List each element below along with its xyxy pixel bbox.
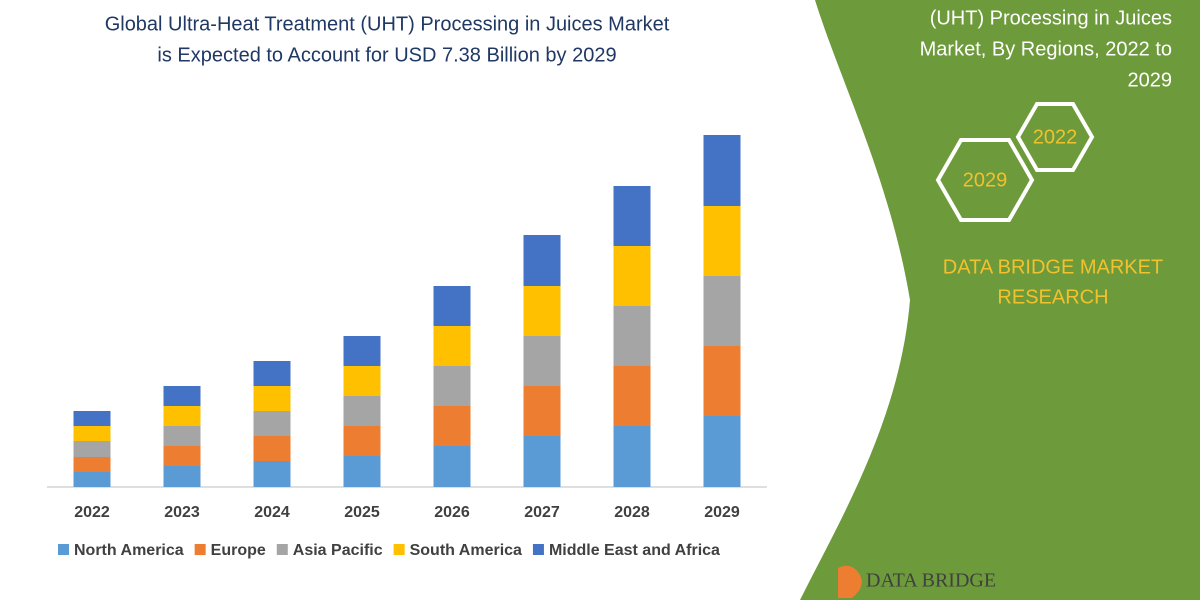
bar-segment	[703, 276, 741, 346]
bar-segment	[703, 346, 741, 416]
legend-label: Middle East and Africa	[549, 542, 720, 559]
bar-segment	[343, 456, 381, 487]
legend-label: Europe	[211, 542, 266, 559]
x-tick-label: 2026	[434, 504, 470, 521]
legend-label: Asia Pacific	[293, 542, 383, 559]
bar-segment	[703, 416, 741, 487]
bar-segment	[163, 406, 201, 426]
legend-swatch	[194, 544, 206, 555]
legend-swatch	[276, 544, 288, 555]
bar-segment	[343, 426, 381, 456]
bar-segment	[253, 461, 291, 487]
bar-segment	[613, 246, 651, 306]
legend-swatch	[393, 544, 405, 555]
bar-segment	[163, 426, 201, 446]
chart-title: is Expected to Account for USD 7.38 Bill…	[157, 44, 616, 66]
bar-segment	[433, 366, 471, 406]
panel-heading: Market, By Regions, 2022 to	[920, 38, 1172, 60]
bar-segment	[343, 366, 381, 396]
bar-segment	[523, 286, 561, 336]
hexagon-label: 2022	[1033, 126, 1078, 148]
bar-segment	[613, 366, 651, 426]
bar-segment	[253, 386, 291, 411]
bar-segment	[163, 386, 201, 406]
side-panel	[800, 0, 1200, 600]
bar-segment	[73, 472, 111, 487]
hexagon	[1015, 102, 1095, 172]
x-tick-label: 2028	[614, 504, 650, 521]
bar-segment	[163, 446, 201, 466]
bar-segment	[523, 386, 561, 436]
x-tick-label: 2024	[254, 504, 290, 521]
x-tick-label: 2022	[74, 504, 110, 521]
bar-segment	[433, 286, 471, 326]
bar-segment	[73, 457, 111, 472]
logo-icon	[838, 565, 862, 598]
bar-segment	[433, 406, 471, 446]
legend-label: South America	[410, 542, 522, 559]
bar-segment	[253, 436, 291, 461]
bar-segment	[703, 206, 741, 276]
bar-segment	[73, 426, 111, 441]
bar-segment	[343, 396, 381, 426]
x-tick-label: 2029	[704, 504, 740, 521]
hexagon-label: 2029	[963, 169, 1008, 191]
legend-label: North America	[74, 542, 184, 559]
bar-segment	[523, 436, 561, 487]
legend-swatch	[58, 544, 69, 555]
bar-segment	[613, 306, 651, 366]
bar-segment	[253, 411, 291, 436]
bar-segment	[613, 426, 651, 487]
hexagon	[935, 138, 1035, 222]
panel-heading: 2029	[1128, 69, 1173, 91]
bar-segment	[253, 361, 291, 386]
logo-text: DATA BRIDGE	[866, 570, 996, 592]
brand-text: RESEARCH	[997, 286, 1108, 308]
bar-segment	[73, 411, 111, 426]
x-tick-label: 2023	[164, 504, 200, 521]
bar-segment	[703, 135, 741, 206]
brand-text: DATA BRIDGE MARKET	[943, 256, 1163, 278]
x-tick-label: 2025	[344, 504, 380, 521]
bar-segment	[433, 326, 471, 366]
legend-swatch	[532, 544, 544, 555]
bar-segment	[73, 441, 111, 457]
bar-segment	[343, 336, 381, 366]
bar-segment	[613, 186, 651, 246]
bar-segment	[433, 446, 471, 487]
chart-title: Global Ultra-Heat Treatment (UHT) Proces…	[105, 13, 670, 35]
x-tick-label: 2027	[524, 504, 560, 521]
bar-segment	[163, 466, 201, 487]
bar-segment	[523, 235, 561, 286]
panel-heading: (UHT) Processing in Juices	[930, 7, 1172, 29]
bar-segment	[523, 336, 561, 386]
